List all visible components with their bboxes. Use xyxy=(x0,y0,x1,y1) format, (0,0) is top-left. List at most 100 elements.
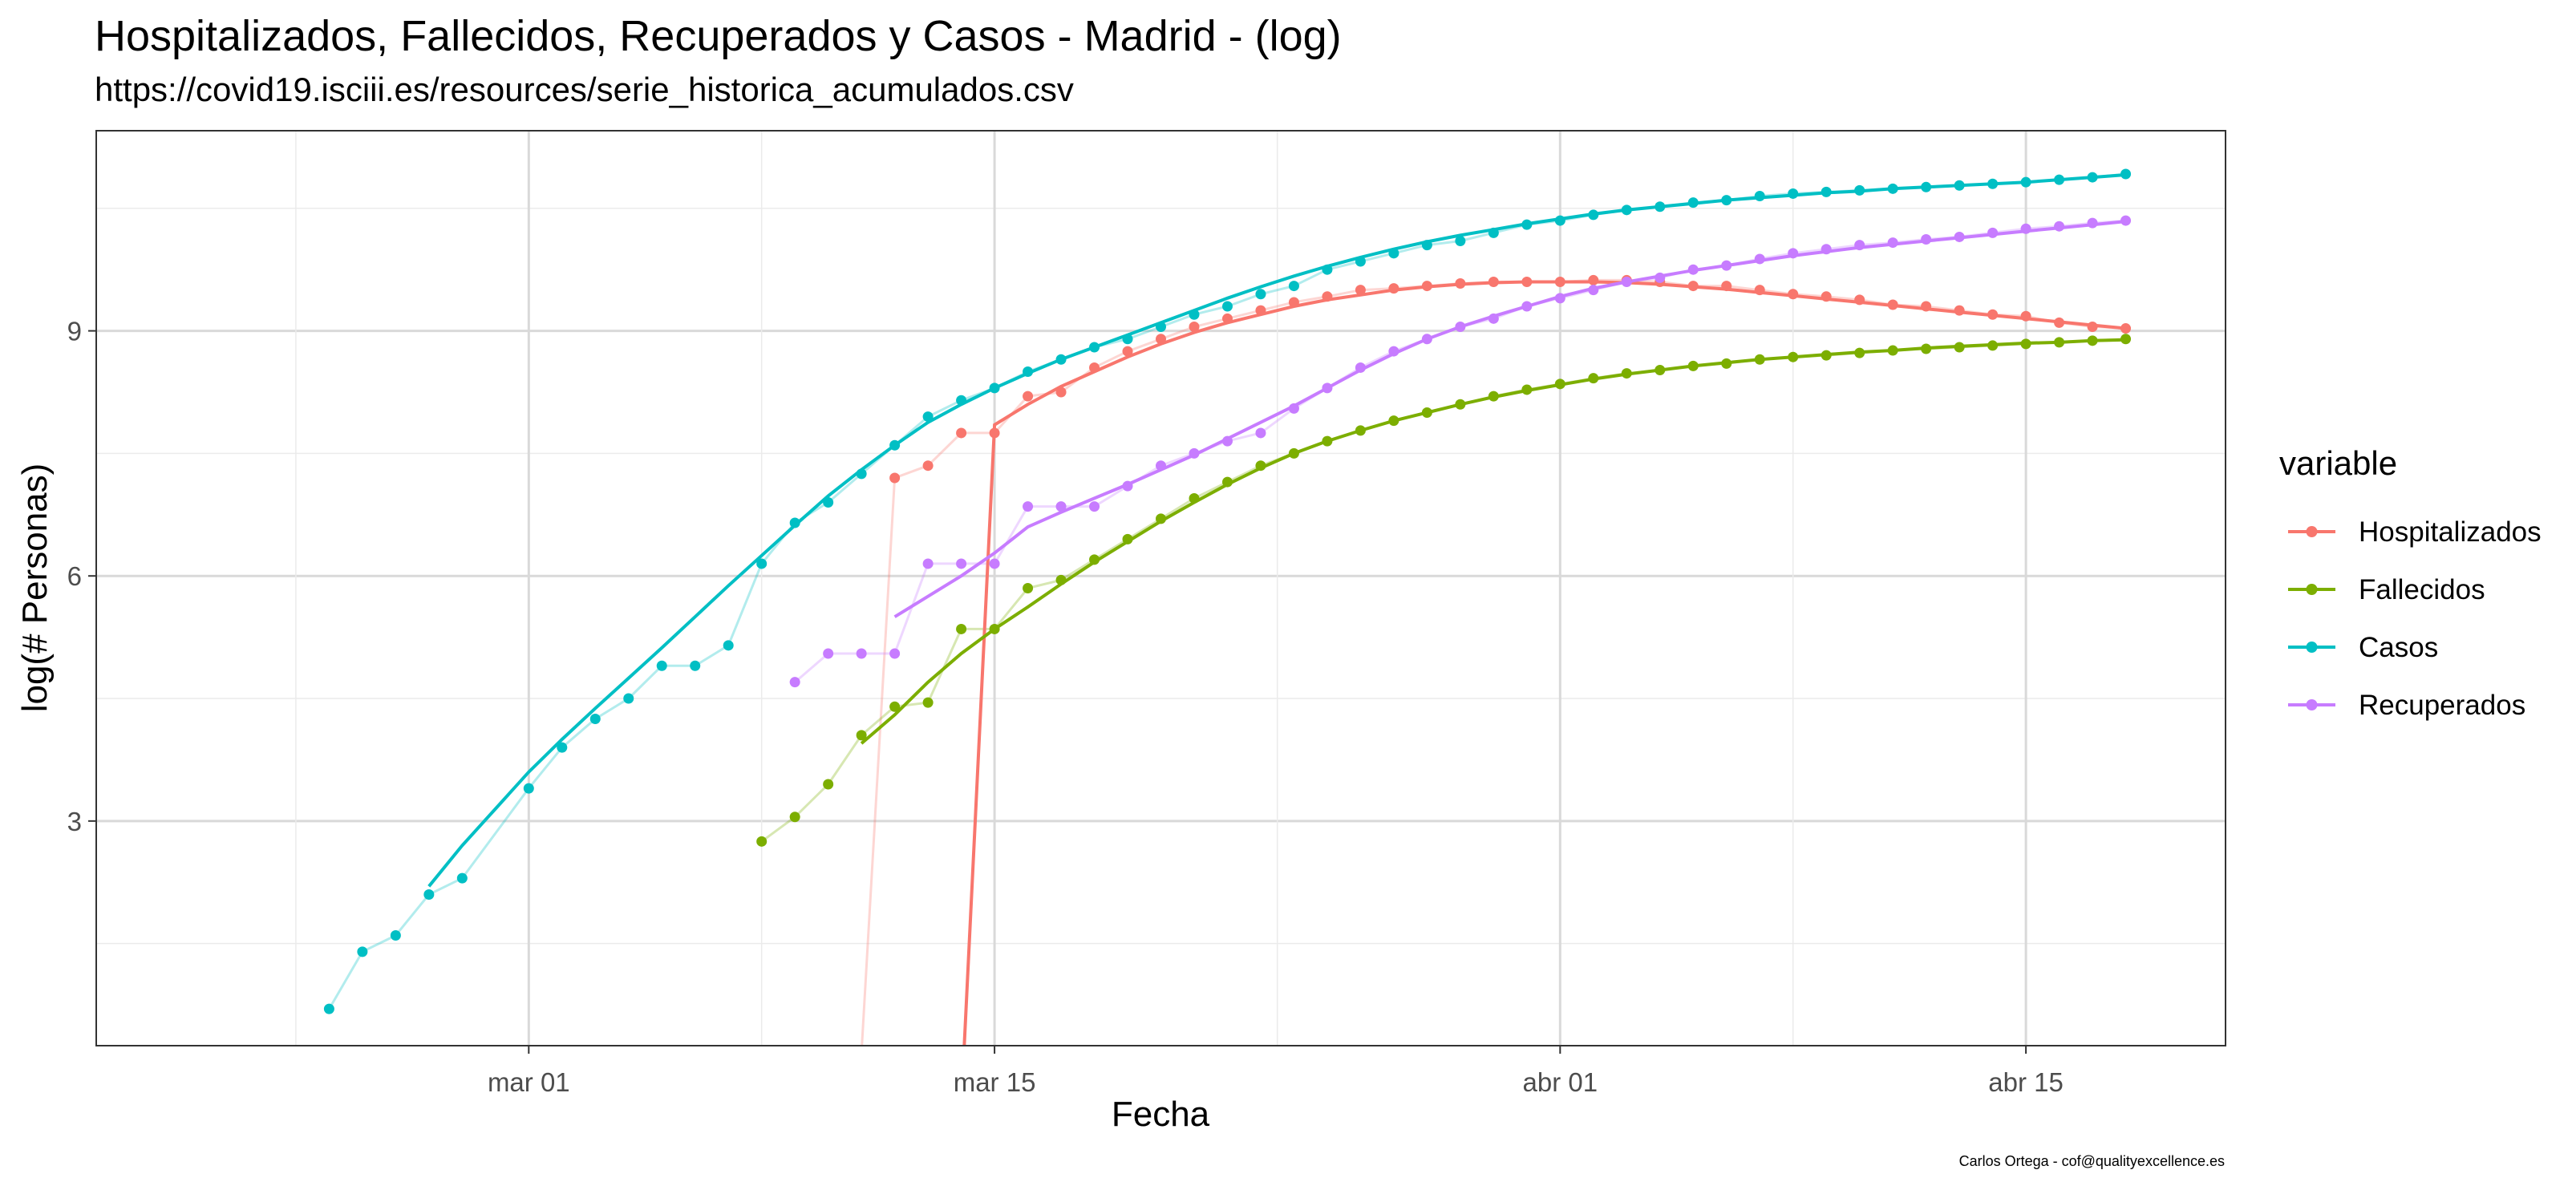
data-point-fallecidos xyxy=(1854,347,1865,358)
data-point-casos xyxy=(1854,184,1865,196)
data-point-hospitalizados xyxy=(1521,276,1533,287)
data-point-fallecidos xyxy=(1255,460,1266,472)
data-point-hospitalizados xyxy=(1255,305,1266,316)
data-point-casos xyxy=(1621,204,1632,216)
data-point-fallecidos xyxy=(2120,334,2132,345)
data-point-casos xyxy=(2120,168,2132,180)
data-point-recuperados xyxy=(989,558,1000,569)
data-point-casos xyxy=(1821,186,1832,197)
data-point-hospitalizados xyxy=(1421,281,1432,292)
data-point-hospitalizados xyxy=(1821,291,1832,302)
legend-key-point xyxy=(2306,584,2318,595)
data-point-recuperados xyxy=(1023,501,1034,512)
data-point-hospitalizados xyxy=(2020,310,2031,322)
data-point-recuperados xyxy=(956,558,967,569)
data-point-recuperados xyxy=(1189,447,1200,459)
data-point-recuperados xyxy=(1588,285,1599,296)
data-point-recuperados xyxy=(1288,403,1299,414)
data-point-casos xyxy=(690,660,701,671)
data-point-casos xyxy=(323,1003,334,1014)
legend-label: Hospitalizados xyxy=(2359,516,2542,548)
data-point-fallecidos xyxy=(1089,554,1100,565)
data-point-recuperados xyxy=(2087,217,2098,229)
data-point-fallecidos xyxy=(1887,345,1898,356)
data-point-casos xyxy=(1887,183,1898,194)
data-point-fallecidos xyxy=(1521,384,1533,395)
data-point-fallecidos xyxy=(1221,476,1233,488)
data-point-casos xyxy=(1721,195,1732,206)
data-point-casos xyxy=(456,872,468,884)
data-point-casos xyxy=(1255,289,1266,300)
data-point-recuperados xyxy=(1355,362,1366,373)
data-point-recuperados xyxy=(1554,293,1565,304)
data-point-recuperados xyxy=(1221,435,1233,447)
plot-border xyxy=(95,130,2226,1046)
data-point-fallecidos xyxy=(756,836,768,847)
legend-label: Fallecidos xyxy=(2359,574,2485,605)
data-point-recuperados xyxy=(1788,248,1799,259)
data-point-fallecidos xyxy=(1655,364,1666,375)
data-point-hospitalizados xyxy=(1322,291,1333,302)
data-point-hospitalizados xyxy=(823,1049,833,1059)
y-tick-label: 9 xyxy=(67,317,82,346)
data-point-fallecidos xyxy=(1455,399,1466,410)
data-point-casos xyxy=(856,468,867,480)
data-point-hospitalizados xyxy=(1221,313,1233,324)
data-point-recuperados xyxy=(1921,233,1932,245)
x-axis: mar 01 mar 15 abr 01 abr 15 xyxy=(488,1046,2064,1097)
data-point-casos xyxy=(1322,264,1333,275)
data-point-casos xyxy=(2054,174,2065,185)
data-point-fallecidos xyxy=(1687,360,1699,371)
data-point-casos xyxy=(1421,240,1432,251)
data-point-recuperados xyxy=(1621,276,1632,287)
data-point-fallecidos xyxy=(889,701,901,712)
legend-key-point xyxy=(2306,642,2318,653)
data-point-hospitalizados xyxy=(2054,317,2065,328)
data-point-casos xyxy=(1987,178,1999,189)
data-point-recuperados xyxy=(1954,231,1965,242)
data-point-hospitalizados xyxy=(1921,301,1932,312)
data-point-recuperados xyxy=(1488,313,1499,324)
data-point-casos xyxy=(557,742,568,753)
data-point-hospitalizados xyxy=(1388,283,1399,294)
data-point-hospitalizados xyxy=(1455,278,1466,289)
data-point-recuperados xyxy=(1156,460,1166,472)
data-point-hospitalizados xyxy=(1089,362,1100,373)
data-point-casos xyxy=(390,929,401,941)
data-point-casos xyxy=(1055,354,1067,365)
data-point-casos xyxy=(756,558,768,569)
data-point-casos xyxy=(1089,342,1100,353)
data-point-fallecidos xyxy=(1588,373,1599,384)
data-point-casos xyxy=(723,640,734,651)
data-point-hospitalizados xyxy=(1954,305,1965,316)
data-point-casos xyxy=(523,783,534,794)
data-point-casos xyxy=(1521,219,1533,230)
data-point-fallecidos xyxy=(1954,342,1965,353)
data-point-recuperados xyxy=(1455,322,1466,332)
data-point-hospitalizados xyxy=(889,472,901,484)
caption: Carlos Ortega - cof@qualityexcellence.es xyxy=(1959,1153,2225,1169)
data-point-recuperados xyxy=(1687,264,1699,275)
legend-label: Casos xyxy=(2359,632,2438,663)
data-point-fallecidos xyxy=(1421,407,1432,418)
x-tick-label: abr 15 xyxy=(1988,1067,2064,1097)
data-point-recuperados xyxy=(889,648,901,659)
data-point-fallecidos xyxy=(1355,425,1366,436)
data-point-casos xyxy=(1588,209,1599,221)
data-point-hospitalizados xyxy=(1355,285,1366,296)
data-point-hospitalizados xyxy=(1687,281,1699,292)
data-point-casos xyxy=(2020,176,2031,188)
data-point-casos xyxy=(1687,197,1699,208)
plot-area xyxy=(323,168,2132,1059)
data-point-recuperados xyxy=(922,558,934,569)
data-point-casos xyxy=(956,395,967,406)
data-point-fallecidos xyxy=(1488,391,1499,402)
data-point-casos xyxy=(789,517,800,528)
data-point-hospitalizados xyxy=(1554,276,1565,287)
data-point-fallecidos xyxy=(1288,447,1299,459)
data-point-recuperados xyxy=(1721,260,1732,271)
data-point-casos xyxy=(1388,248,1399,259)
data-point-fallecidos xyxy=(2054,337,2065,348)
series-smooth-line-casos xyxy=(427,173,2126,888)
